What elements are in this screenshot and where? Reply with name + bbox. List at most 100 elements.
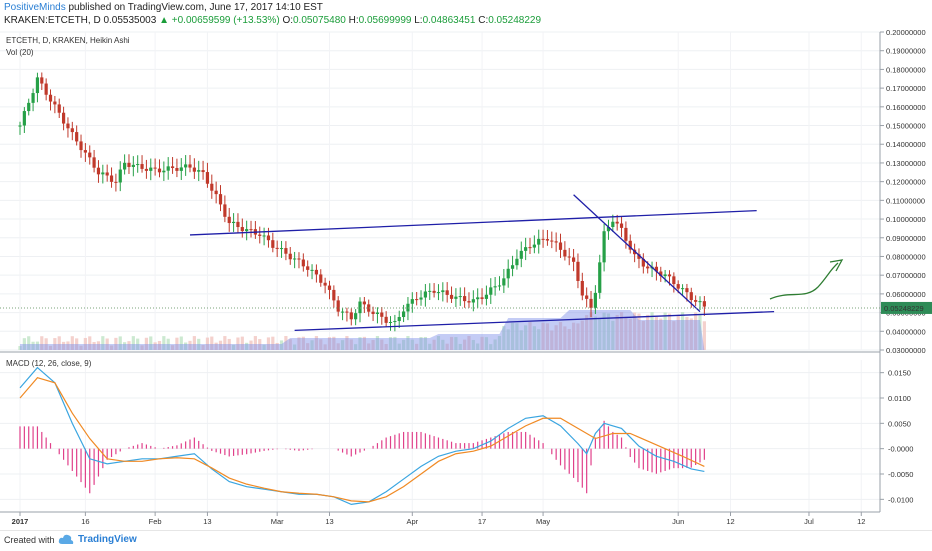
candle-body <box>149 167 153 171</box>
time-tick-label: Jul <box>804 517 814 526</box>
candle-body <box>201 170 205 173</box>
candle-body <box>275 247 279 249</box>
volume-bar <box>519 330 523 350</box>
volume-bar <box>144 337 149 350</box>
volume-bar <box>524 325 528 350</box>
volume-bar <box>410 339 414 350</box>
volume-bar <box>18 346 22 350</box>
volume-bar <box>654 316 659 350</box>
candle-body <box>493 286 497 288</box>
volume-label: Vol (20) <box>6 48 34 57</box>
candle-body <box>641 258 645 267</box>
candle-body <box>301 259 305 267</box>
volume-bar <box>580 320 584 350</box>
volume-bar <box>188 340 192 350</box>
author-link[interactable]: PositiveMinds <box>4 2 66 13</box>
time-tick-label: 17 <box>478 517 486 526</box>
volume-bar <box>676 314 680 350</box>
candle-body <box>406 303 410 312</box>
volume-bar <box>258 339 262 350</box>
volume-bar <box>659 318 663 350</box>
candle-body <box>401 311 406 318</box>
candle-body <box>340 311 345 313</box>
price-tick-label: 0.14000000 <box>886 140 926 149</box>
volume-bar <box>179 336 183 350</box>
candle-body <box>506 268 510 279</box>
volume-bar <box>611 320 615 350</box>
volume-bar <box>123 342 127 350</box>
candle-body <box>532 244 536 248</box>
candle-body <box>123 162 127 170</box>
candle-body <box>497 285 502 287</box>
volume-bar <box>458 343 462 350</box>
volume-bar <box>502 326 506 350</box>
volume-bar <box>157 340 162 350</box>
volume-bar <box>515 323 519 350</box>
macd-tick-label: -0.0000 <box>888 445 913 454</box>
volume-bar <box>541 322 545 350</box>
volume-bar <box>576 323 580 350</box>
volume-bar <box>149 336 153 350</box>
volume-bar <box>70 336 74 350</box>
series-title: ETCETH, D, KRAKEN, Heikin Ashi <box>6 36 130 45</box>
volume-bar <box>550 330 554 350</box>
chart-canvas[interactable]: 0.030000000.040000000.050000000.06000000… <box>0 0 932 530</box>
candle-body <box>659 271 663 277</box>
low-label: L: <box>414 15 423 26</box>
signal-line <box>19 377 705 503</box>
price-tick-label: 0.16000000 <box>886 103 926 112</box>
macd-tick-label: 0.0050 <box>888 419 911 428</box>
volume-bar <box>393 336 397 350</box>
volume-bar <box>388 337 393 350</box>
volume-bar <box>593 316 597 350</box>
volume-bar <box>624 316 628 350</box>
volume-bar <box>170 345 175 350</box>
candle-body <box>114 181 118 183</box>
volume-bar <box>253 336 257 350</box>
candle-body <box>484 294 489 299</box>
time-tick-label: May <box>536 517 550 526</box>
volume-bar <box>467 336 471 350</box>
open-value: 0.05075480 <box>293 15 346 26</box>
volume-bar <box>53 338 57 350</box>
price-tick-label: 0.09000000 <box>886 234 926 243</box>
time-tick-label: Jun <box>672 517 684 526</box>
volume-bar <box>114 337 118 350</box>
macd-label: MACD (12, 26, close, 9) <box>6 359 92 368</box>
candle-body <box>698 301 702 303</box>
volume-bar <box>406 336 410 350</box>
volume-bar <box>454 337 458 350</box>
candle-body <box>214 190 218 195</box>
created-with-text: Created with <box>4 535 55 545</box>
volume-bar <box>371 340 375 350</box>
close-label: C: <box>478 15 489 26</box>
candle-body <box>79 141 83 151</box>
candle-body <box>96 167 101 175</box>
volume-bar <box>689 318 693 350</box>
volume-bar <box>345 336 349 350</box>
volume-bar <box>40 336 44 350</box>
candle-body <box>510 265 515 269</box>
price-tick-label: 0.10000000 <box>886 215 926 224</box>
candle-body <box>153 167 157 169</box>
candle-body <box>188 164 192 168</box>
candle-body <box>223 204 227 217</box>
candle-body <box>118 169 122 183</box>
tradingview-logo-icon <box>58 534 74 544</box>
volume-bar <box>384 343 388 350</box>
candle-body <box>53 101 57 105</box>
volume-bar <box>79 345 83 350</box>
volume-bar <box>236 337 240 350</box>
candle-body <box>271 240 275 248</box>
volume-bar <box>602 312 606 350</box>
volume-bar <box>375 336 380 350</box>
time-tick-label: 13 <box>325 517 333 526</box>
candle-body <box>598 262 602 293</box>
volume-bar <box>545 323 550 350</box>
tradingview-brand[interactable]: TradingView <box>78 534 137 545</box>
candle-body <box>663 274 667 277</box>
candle-body <box>349 312 353 320</box>
volume-bar <box>633 312 637 350</box>
volume-bar <box>471 339 475 350</box>
candle-body <box>131 164 135 167</box>
